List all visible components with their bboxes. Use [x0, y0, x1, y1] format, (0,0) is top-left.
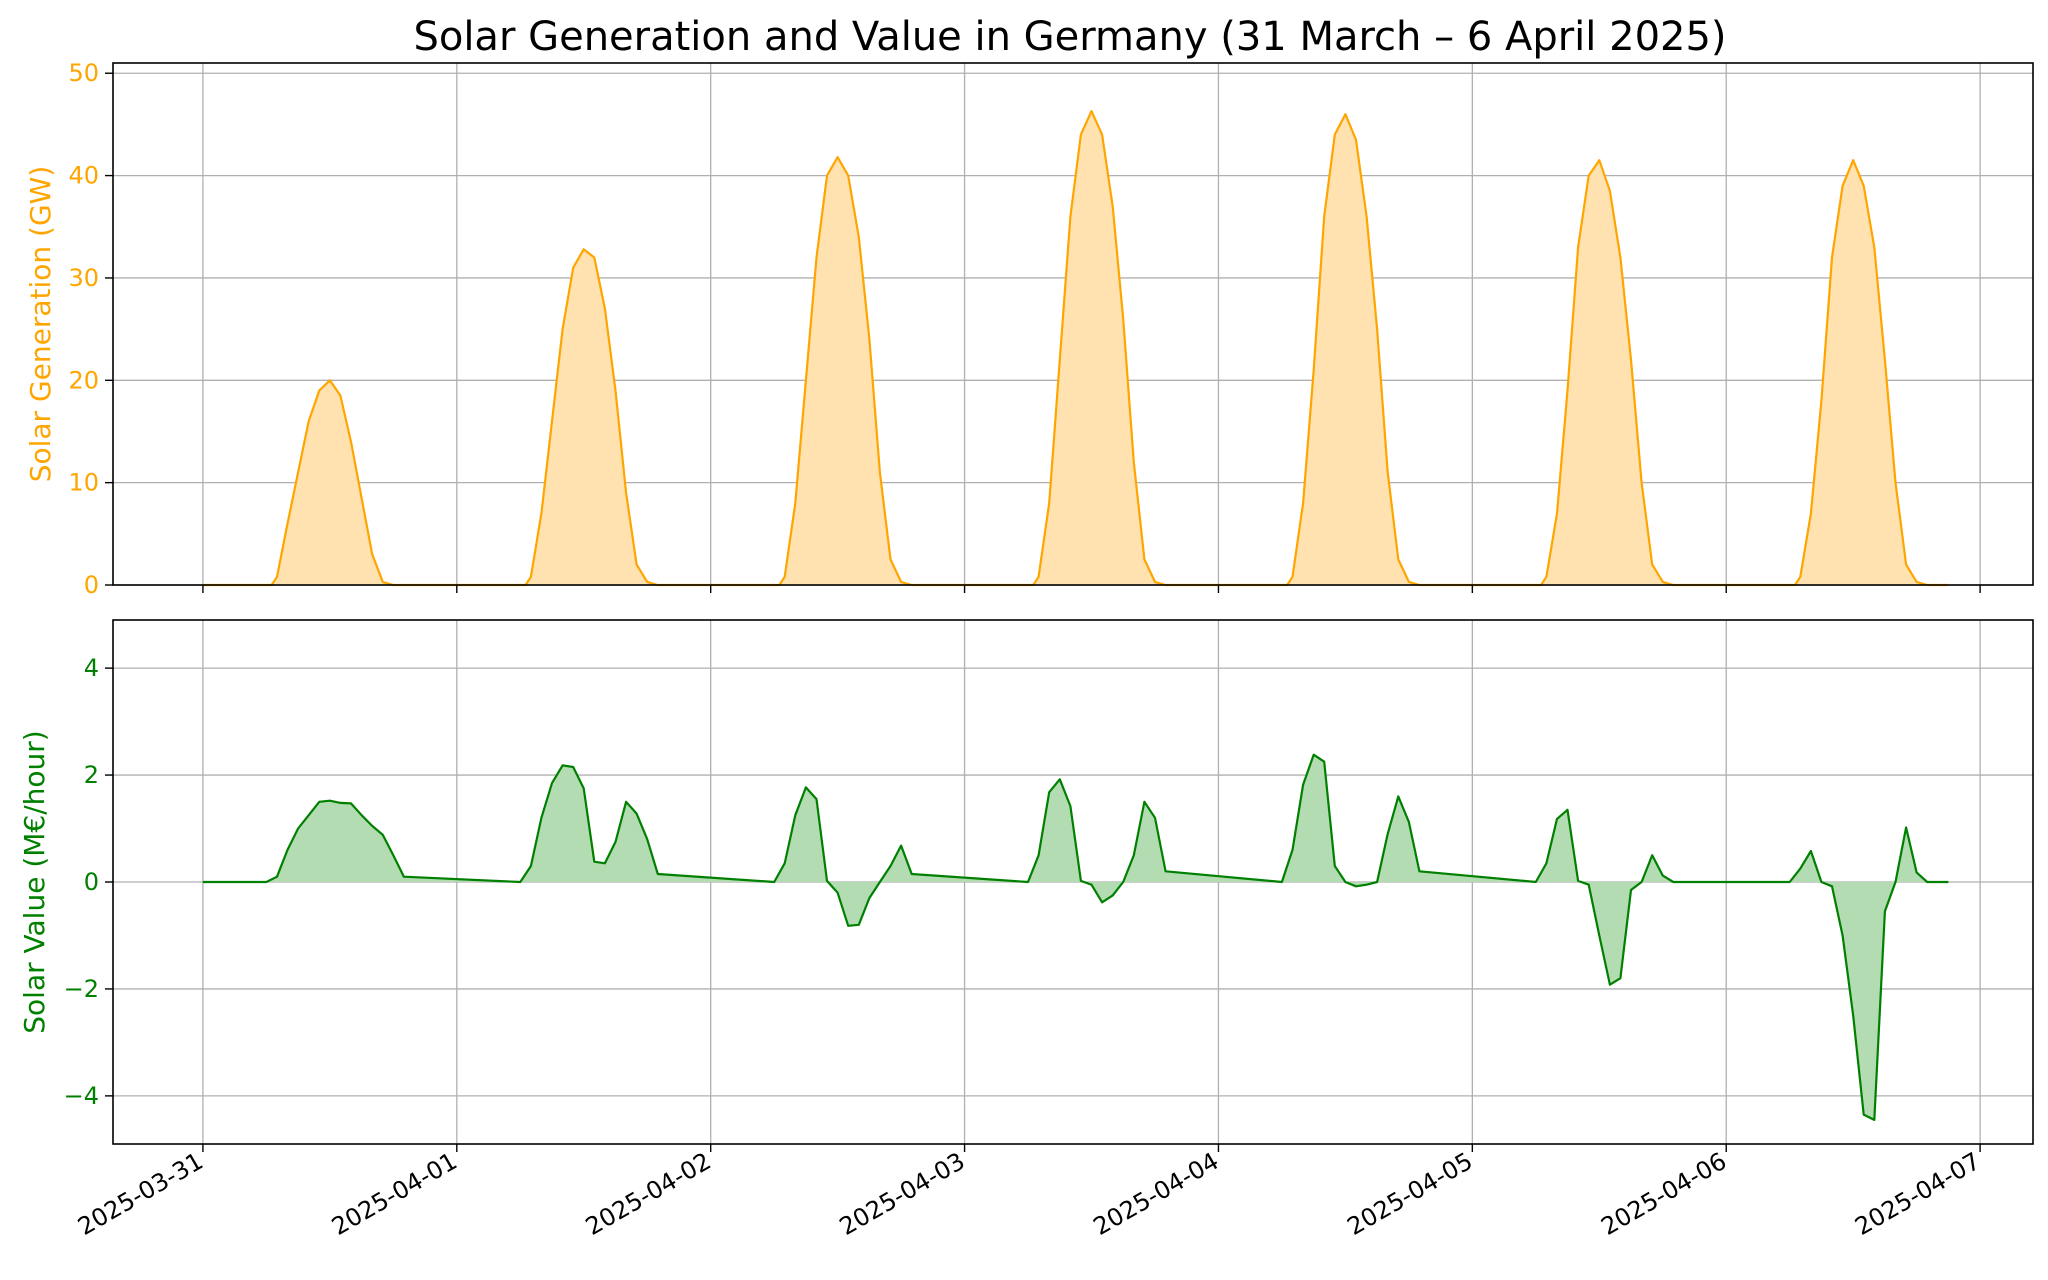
value-area-fill — [202, 754, 1949, 1120]
value-panel: −4 −2 0 2 4 Solar Value (M€/hour) — [18, 619, 2034, 1152]
generation-panel: 0 10 20 30 40 50 Solar Generation (GW) — [24, 59, 2034, 599]
generation-ylabel: Solar Generation (GW) — [24, 166, 57, 483]
xtick-label: 2025-04-01 — [327, 1147, 462, 1241]
generation-area-fill — [202, 111, 1949, 585]
value-ytick-label: 4 — [84, 654, 99, 682]
xtick-label: 2025-03-31 — [73, 1147, 208, 1241]
generation-series-line — [202, 110, 1949, 587]
xtick-label: 2025-04-07 — [1850, 1147, 1985, 1241]
generation-ytick-label: 10 — [68, 469, 99, 497]
value-ytick-label: 0 — [84, 868, 99, 896]
generation-ytick-label: 30 — [68, 264, 99, 292]
chart-title: Solar Generation and Value in Germany (3… — [413, 14, 1726, 60]
xtick-label: 2025-04-04 — [1089, 1147, 1224, 1241]
generation-ytick-label: 50 — [68, 59, 99, 87]
value-ytick-label: −2 — [64, 975, 99, 1003]
value-ytick-label: 2 — [84, 761, 99, 789]
x-axis-tick-labels: 2025-03-31 2025-04-01 2025-04-02 2025-04-03… — [73, 1147, 1985, 1241]
generation-axes-frame — [112, 62, 2034, 586]
xtick-label: 2025-04-02 — [581, 1147, 716, 1241]
generation-ytick-label: 40 — [68, 162, 99, 190]
xtick-label: 2025-04-03 — [835, 1147, 970, 1241]
generation-ytick-label: 0 — [84, 571, 99, 599]
xtick-label: 2025-04-06 — [1596, 1147, 1731, 1241]
value-series-line — [202, 753, 1949, 1121]
generation-ytick-label: 20 — [68, 366, 99, 394]
value-ylabel: Solar Value (M€/hour) — [18, 730, 51, 1033]
xtick-label: 2025-04-05 — [1343, 1147, 1478, 1241]
value-ytick-label: −4 — [64, 1082, 99, 1110]
